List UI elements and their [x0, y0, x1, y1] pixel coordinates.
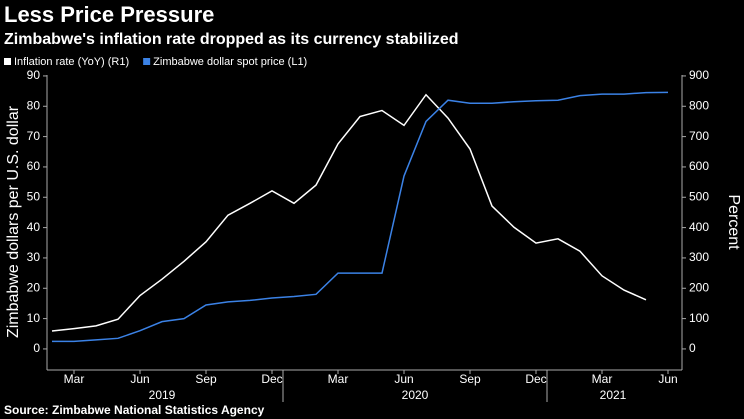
series-line	[52, 91, 669, 343]
y-tick-label: 20	[27, 280, 41, 294]
y-tick-label: 60	[27, 159, 41, 173]
y2-tick-label: 100	[689, 311, 709, 325]
x-tick-label: Sep	[459, 372, 481, 386]
source: Source: Zimbabwe National Statistics Age…	[4, 403, 265, 417]
chart-subtitle: Zimbabwe's inflation rate dropped as its…	[4, 31, 459, 48]
y-tick-label: 70	[27, 129, 41, 143]
year-label: 2020	[402, 388, 429, 402]
x-tick-label: Mar	[592, 372, 613, 386]
legend-label: Inflation rate (YoY) (R1)	[14, 56, 129, 68]
series-line	[51, 93, 647, 332]
y2-axis-label: Percent	[725, 194, 742, 250]
y-tick-label: 30	[27, 250, 41, 264]
year-label: 2021	[600, 388, 627, 402]
y2-tick-label: 0	[689, 341, 696, 355]
legend-swatch	[143, 58, 151, 65]
x-tick-label: Jun	[394, 372, 413, 386]
x-tick-label: Dec	[525, 372, 546, 386]
y2-tick-label: 500	[689, 189, 709, 203]
y2-tick-label: 700	[689, 129, 709, 143]
chart-title: Less Price Pressure	[4, 2, 214, 27]
y-tick-label: 0	[33, 341, 40, 355]
x-tick-label: Mar	[328, 372, 349, 386]
y2-tick-label: 600	[689, 159, 709, 173]
y2-tick-label: 200	[689, 280, 709, 294]
x-tick-label: Mar	[64, 372, 85, 386]
y-axis-label: Zimbabwe dollars per U.S. dollar	[5, 105, 22, 338]
y2-tick-label: 900	[689, 68, 709, 82]
legend-label: Zimbabwe dollar spot price (L1)	[153, 56, 307, 68]
y-tick-label: 10	[27, 311, 41, 325]
y2-tick-label: 800	[689, 98, 709, 112]
y-tick-label: 90	[27, 68, 41, 82]
y-tick-label: 50	[27, 189, 41, 203]
year-label: 2019	[149, 388, 176, 402]
y2-tick-label: 300	[689, 250, 709, 264]
x-tick-label: Sep	[195, 372, 217, 386]
x-tick-label: Jun	[130, 372, 149, 386]
y-tick-label: 40	[27, 220, 41, 234]
y-tick-label: 80	[27, 98, 41, 112]
x-tick-label: Dec	[261, 372, 282, 386]
x-tick-label: Jun	[658, 372, 677, 386]
legend-swatch	[4, 58, 11, 65]
y2-tick-label: 400	[689, 220, 709, 234]
